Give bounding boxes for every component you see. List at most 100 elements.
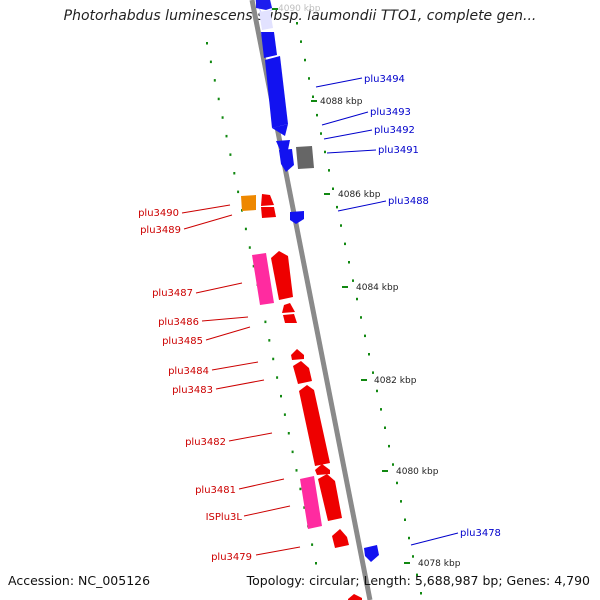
gene-arrow-plu3487[interactable] xyxy=(271,251,293,300)
label-plu3494[interactable]: plu3494 xyxy=(364,74,405,85)
gene-arrow-plu3486[interactable] xyxy=(282,303,295,313)
gene-arrow-plu3483[interactable] xyxy=(293,361,312,384)
ring-tick xyxy=(287,432,290,435)
ring-tick xyxy=(400,500,402,503)
gene-arrow-plu3491a[interactable] xyxy=(279,149,294,172)
gene-arrow-plu3492[interactable] xyxy=(276,140,290,150)
label-plu3485[interactable]: plu3485 xyxy=(162,336,203,347)
gene-arrow-plu3485[interactable] xyxy=(283,314,297,323)
label-plu3487[interactable]: plu3487 xyxy=(152,288,193,299)
label-plu3479[interactable]: plu3479 xyxy=(211,552,252,563)
scale-tick-4082 xyxy=(361,379,367,381)
label-isplu3l[interactable]: ISPlu3L xyxy=(206,512,243,523)
gene-arrow-plu3489b[interactable] xyxy=(261,207,276,218)
ring-tick xyxy=(233,172,236,175)
ring-tick xyxy=(225,134,228,138)
scale-label-4090: 4090 kbp xyxy=(278,4,321,14)
gene-box-isplu3l[interactable] xyxy=(300,476,322,529)
label-plu3492[interactable]: plu3492 xyxy=(374,125,415,136)
ring-tick xyxy=(380,408,382,411)
ring-tick xyxy=(384,426,386,429)
ring-tick xyxy=(252,264,255,268)
scale-label-4078: 4078 kbp xyxy=(418,559,461,569)
gene-arrow-plu3482[interactable] xyxy=(299,385,330,466)
ring-tick xyxy=(304,58,306,62)
scale-tick-4088 xyxy=(311,100,317,102)
gene-arrow-bottom[interactable] xyxy=(348,594,362,600)
ring-tick xyxy=(360,316,362,319)
gene-arrow-plu3479[interactable] xyxy=(332,529,349,548)
label-plu3489[interactable]: plu3489 xyxy=(140,225,181,236)
ring-tick xyxy=(291,450,294,454)
ring-tick xyxy=(356,297,358,301)
label-plu3486[interactable]: plu3486 xyxy=(158,317,199,328)
gene-box-plu3491[interactable] xyxy=(296,146,314,169)
ring-tick xyxy=(248,246,251,249)
ring-tick xyxy=(324,150,326,154)
reverse-strand-genes xyxy=(241,194,362,600)
gene-arrow-plu3488[interactable] xyxy=(290,211,304,224)
ring-tick xyxy=(320,132,322,135)
label-plu3484[interactable]: plu3484 xyxy=(168,366,209,377)
map-title: Photorhabdus luminescens subsp. laumondi… xyxy=(63,8,537,24)
gene-arrow-plu3494[interactable] xyxy=(261,32,277,58)
gene-box-plu3487-pseudo[interactable] xyxy=(252,253,274,305)
gene-arrow-plu3494-top[interactable] xyxy=(259,10,273,30)
ring-tick xyxy=(311,543,314,546)
ring-tick xyxy=(312,95,314,98)
ring-tick xyxy=(229,153,232,156)
ring-tick xyxy=(408,536,410,540)
gene-box-plu3490[interactable] xyxy=(241,195,256,211)
ring-tick xyxy=(280,394,282,398)
scale-labels: 4090 kbp 4088 kbp 4086 kbp 4084 kbp 4082… xyxy=(272,4,461,569)
ring-tick xyxy=(315,562,317,565)
scale-tick-4080 xyxy=(382,470,388,472)
scale-label-4086: 4086 kbp xyxy=(338,190,381,200)
scale-label-4080: 4080 kbp xyxy=(396,467,439,477)
ring-tick xyxy=(213,79,216,82)
forward-gene-labels: plu3494 plu3493 plu3492 plu3491 plu3488 … xyxy=(315,74,501,546)
ring-tick xyxy=(392,463,394,466)
gene-arrow-plu3493[interactable] xyxy=(265,56,288,128)
scale-tick-4078 xyxy=(404,562,410,564)
label-plu3481[interactable]: plu3481 xyxy=(195,485,236,496)
accession-label: Accession: NC_005126 xyxy=(8,573,151,588)
ring-tick xyxy=(308,77,310,80)
ring-tick xyxy=(299,487,302,491)
ring-tick xyxy=(217,97,220,101)
gene-arrow-plu3481a[interactable] xyxy=(315,464,330,475)
ring-tick xyxy=(295,469,298,472)
gene-arrow-plu3489a[interactable] xyxy=(261,194,274,206)
forward-strand-genes xyxy=(254,0,379,562)
ring-tick xyxy=(244,227,247,231)
ring-tick xyxy=(316,113,318,117)
ring-tick xyxy=(352,279,354,282)
ring-tick xyxy=(328,169,330,172)
gene-arrow-plu3495b[interactable] xyxy=(256,0,272,10)
label-plu3493[interactable]: plu3493 xyxy=(370,107,411,118)
label-plu3482[interactable]: plu3482 xyxy=(185,437,226,448)
label-plu3483[interactable]: plu3483 xyxy=(172,385,213,396)
ring-tick xyxy=(206,42,208,45)
gene-arrow-plu3481[interactable] xyxy=(318,474,342,521)
ring-tick xyxy=(364,334,366,338)
gene-arrow-plu3478[interactable] xyxy=(364,545,379,562)
reverse-gene-labels: plu3490 plu3489 plu3487 plu3486 plu3485 … xyxy=(138,204,301,563)
ring-tick xyxy=(221,116,224,119)
ring-tick xyxy=(272,357,275,361)
label-plu3490[interactable]: plu3490 xyxy=(138,208,179,219)
gene-arrow-plu3484[interactable] xyxy=(291,349,304,360)
label-plu3488[interactable]: plu3488 xyxy=(388,196,429,207)
label-plu3491[interactable]: plu3491 xyxy=(378,145,419,156)
scale-tick-4084 xyxy=(342,286,348,288)
ring-tick xyxy=(368,353,370,356)
genome-summary: Topology: circular; Length: 5,688,987 bp… xyxy=(246,573,590,588)
gene-arrow-plu3493-tip[interactable] xyxy=(272,124,288,136)
ring-tick xyxy=(300,40,302,43)
ring-tick xyxy=(388,444,390,448)
ring-tick xyxy=(344,242,346,246)
ring-tick xyxy=(340,224,342,227)
ring-tick xyxy=(404,518,406,521)
label-plu3478[interactable]: plu3478 xyxy=(460,528,501,539)
